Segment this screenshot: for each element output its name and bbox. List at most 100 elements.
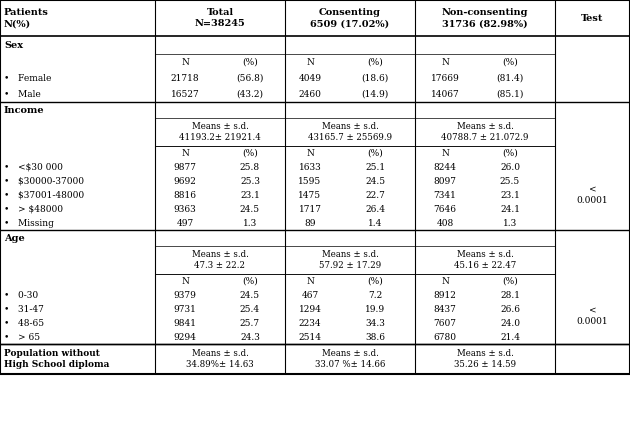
Text: 8816: 8816 <box>173 190 197 200</box>
Text: 8912: 8912 <box>433 291 457 299</box>
Text: 16527: 16527 <box>171 90 199 99</box>
Text: 21.4: 21.4 <box>500 332 520 341</box>
Text: •   48-65: • 48-65 <box>4 319 44 327</box>
Text: 26.6: 26.6 <box>500 305 520 313</box>
Text: N: N <box>306 148 314 157</box>
Text: Means ± s.d.
40788.7 ± 21.072.9: Means ± s.d. 40788.7 ± 21.072.9 <box>441 122 529 142</box>
Text: 1294: 1294 <box>299 305 321 313</box>
Text: 9294: 9294 <box>173 332 197 341</box>
Text: (%): (%) <box>242 277 258 286</box>
Text: 9692: 9692 <box>173 176 197 186</box>
Text: •   $30000-37000: • $30000-37000 <box>4 176 84 186</box>
Text: (18.6): (18.6) <box>362 74 389 82</box>
Text: (81.4): (81.4) <box>496 74 524 82</box>
Text: 1595: 1595 <box>299 176 322 186</box>
Text: 22.7: 22.7 <box>365 190 385 200</box>
Text: •   > 65: • > 65 <box>4 332 40 341</box>
Text: Means ± s.d.
57.92 ± 17.29: Means ± s.d. 57.92 ± 17.29 <box>319 250 381 270</box>
Text: N: N <box>181 277 189 286</box>
Text: 89: 89 <box>304 219 316 228</box>
Text: 2514: 2514 <box>299 332 321 341</box>
Text: Total
N=38245: Total N=38245 <box>195 8 245 28</box>
Text: N: N <box>306 277 314 286</box>
Text: 38.6: 38.6 <box>365 332 385 341</box>
Text: (%): (%) <box>502 277 518 286</box>
Text: •   <$30 000: • <$30 000 <box>4 162 63 171</box>
Text: Means ± s.d.
34.89%± 14.63: Means ± s.d. 34.89%± 14.63 <box>186 349 254 369</box>
Text: <
0.0001: < 0.0001 <box>576 185 609 205</box>
Text: N: N <box>441 58 449 66</box>
Text: Means ± s.d.
43165.7 ± 25569.9: Means ± s.d. 43165.7 ± 25569.9 <box>308 122 392 142</box>
Text: (%): (%) <box>502 58 518 66</box>
Text: 1.3: 1.3 <box>503 219 517 228</box>
Text: (56.8): (56.8) <box>236 74 264 82</box>
Text: 24.0: 24.0 <box>500 319 520 327</box>
Text: 9379: 9379 <box>173 291 197 299</box>
Text: (%): (%) <box>367 277 383 286</box>
Text: 497: 497 <box>176 219 193 228</box>
Text: Non-consenting
31736 (82.98%): Non-consenting 31736 (82.98%) <box>442 8 528 28</box>
Text: 2460: 2460 <box>299 90 321 99</box>
Text: 7607: 7607 <box>433 319 457 327</box>
Text: Sex: Sex <box>4 41 23 49</box>
Text: 24.3: 24.3 <box>240 332 260 341</box>
Text: 26.4: 26.4 <box>365 204 385 214</box>
Text: •   0-30: • 0-30 <box>4 291 38 299</box>
Text: 1633: 1633 <box>299 162 321 171</box>
Text: 28.1: 28.1 <box>500 291 520 299</box>
Text: 19.9: 19.9 <box>365 305 385 313</box>
Text: 8437: 8437 <box>433 305 457 313</box>
Text: 7646: 7646 <box>433 204 457 214</box>
Text: N: N <box>306 58 314 66</box>
Text: •   Missing: • Missing <box>4 219 54 228</box>
Text: 24.1: 24.1 <box>500 204 520 214</box>
Text: 9363: 9363 <box>174 204 197 214</box>
Text: 23.1: 23.1 <box>500 190 520 200</box>
Text: 9841: 9841 <box>173 319 197 327</box>
Text: 9731: 9731 <box>173 305 197 313</box>
Text: 25.3: 25.3 <box>240 176 260 186</box>
Text: 24.5: 24.5 <box>240 204 260 214</box>
Text: Means ± s.d.
33.07 %± 14.66: Means ± s.d. 33.07 %± 14.66 <box>315 349 385 369</box>
Text: 23.1: 23.1 <box>240 190 260 200</box>
Text: 25.7: 25.7 <box>240 319 260 327</box>
Text: Means ± s.d.
45.16 ± 22.47: Means ± s.d. 45.16 ± 22.47 <box>454 250 516 270</box>
Text: Test: Test <box>581 14 604 22</box>
Text: 4049: 4049 <box>299 74 321 82</box>
Text: 26.0: 26.0 <box>500 162 520 171</box>
Text: (%): (%) <box>367 148 383 157</box>
Text: •   Male: • Male <box>4 90 41 99</box>
Text: 9877: 9877 <box>173 162 197 171</box>
Text: Consenting
6509 (17.02%): Consenting 6509 (17.02%) <box>311 8 389 28</box>
Text: (14.9): (14.9) <box>362 90 389 99</box>
Text: N: N <box>441 277 449 286</box>
Text: Means ± s.d.
35.26 ± 14.59: Means ± s.d. 35.26 ± 14.59 <box>454 349 516 369</box>
Text: 7341: 7341 <box>433 190 457 200</box>
Text: 7.2: 7.2 <box>368 291 382 299</box>
Text: 14067: 14067 <box>431 90 459 99</box>
Text: Age: Age <box>4 233 25 242</box>
Text: N: N <box>441 148 449 157</box>
Text: Patients
N(%): Patients N(%) <box>4 8 49 28</box>
Text: 1717: 1717 <box>299 204 321 214</box>
Text: 1.4: 1.4 <box>368 219 382 228</box>
Text: (%): (%) <box>502 148 518 157</box>
Text: Means ± s.d.
41193.2± 21921.4: Means ± s.d. 41193.2± 21921.4 <box>179 122 261 142</box>
Text: 34.3: 34.3 <box>365 319 385 327</box>
Text: •   > $48000: • > $48000 <box>4 204 63 214</box>
Text: •   $37001-48000: • $37001-48000 <box>4 190 84 200</box>
Text: 1475: 1475 <box>299 190 321 200</box>
Text: Income: Income <box>4 105 45 115</box>
Text: N: N <box>181 58 189 66</box>
Text: N: N <box>181 148 189 157</box>
Text: 17669: 17669 <box>431 74 459 82</box>
Text: 8097: 8097 <box>433 176 457 186</box>
Text: (%): (%) <box>367 58 383 66</box>
Text: 408: 408 <box>437 219 454 228</box>
Text: 24.5: 24.5 <box>365 176 385 186</box>
Text: •   Female: • Female <box>4 74 52 82</box>
Text: Means ± s.d.
47.3 ± 22.2: Means ± s.d. 47.3 ± 22.2 <box>192 250 248 270</box>
Text: 24.5: 24.5 <box>240 291 260 299</box>
Text: 21718: 21718 <box>171 74 199 82</box>
Text: 8244: 8244 <box>433 162 457 171</box>
